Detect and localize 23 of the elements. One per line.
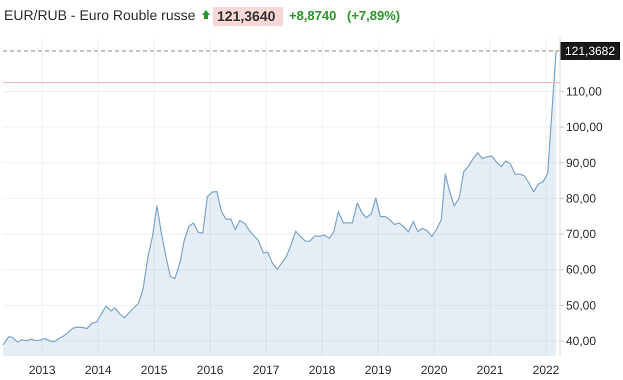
y-tick-label: 80,00	[566, 191, 596, 206]
y-tick-label: 40,00	[566, 334, 596, 348]
x-tick-label: 2022	[532, 363, 560, 377]
x-tick-label: 2015	[140, 363, 168, 377]
x-tick-label: 2016	[196, 363, 224, 377]
text: 121,3640	[217, 8, 276, 24]
x-tick-label: 2017	[252, 363, 280, 377]
x-tick-label: 2014	[84, 363, 112, 377]
x-tick-label: 2019	[364, 363, 392, 377]
y-tick-label: 110,00	[566, 84, 602, 98]
x-tick-label: 2013	[28, 363, 56, 377]
text: +8,8740	[289, 8, 336, 23]
y-tick-label: 70,00	[566, 227, 596, 242]
y-tick-label: 60,00	[566, 262, 596, 277]
chart-title: EUR/RUB - Euro Rouble russe	[4, 7, 196, 23]
y-tick-label: 50,00	[566, 298, 596, 312]
ref-line-label: 121,3682	[564, 44, 616, 58]
x-tick-label: 2018	[308, 363, 336, 377]
x-tick-label: 2020	[420, 363, 448, 377]
x-tick-label: 2021	[476, 363, 504, 377]
text: (+7,89%)	[347, 8, 400, 23]
y-tick-label: 100,00	[566, 120, 604, 134]
y-tick-label: 90,00	[566, 156, 596, 170]
